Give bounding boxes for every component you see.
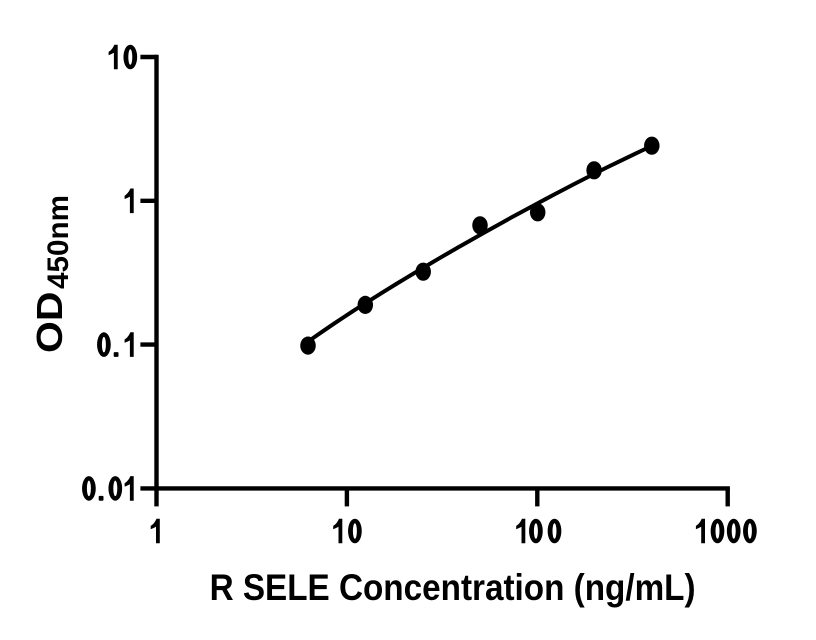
svg-text:OD450nm: OD450nm: [29, 195, 75, 353]
svg-text:R SELE Concentration (ng/mL): R SELE Concentration (ng/mL): [210, 566, 696, 608]
